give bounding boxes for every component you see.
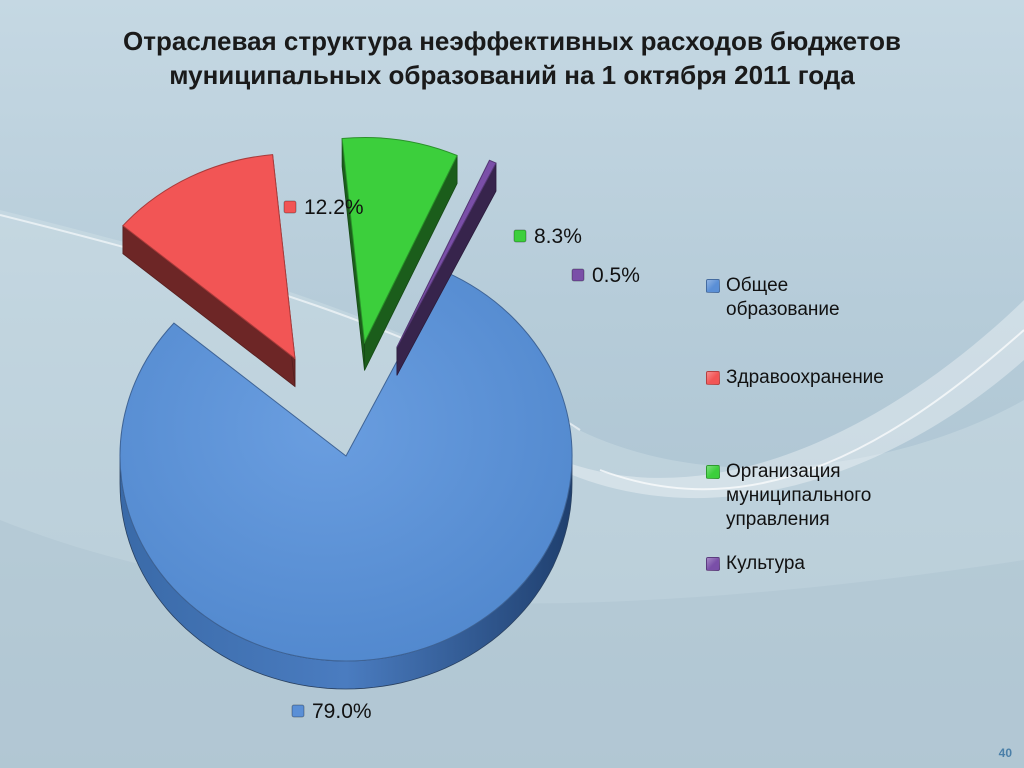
legend-label: Здравоохранение (726, 367, 884, 388)
data-label-text: 12.2% (304, 196, 364, 219)
pie-slice-healthcare (122, 154, 296, 388)
page-number: 40 (998, 746, 1012, 760)
data-label-swatch (291, 704, 305, 718)
legend-item-municipal-administration: Организация муниципального управления (706, 460, 871, 532)
pie-slice-culture (396, 159, 497, 376)
legend-label: Культура (726, 553, 805, 574)
data-label-text: 79.0% (312, 700, 372, 723)
legend-item-general-education: Общее образование (706, 274, 840, 322)
legend-item-culture: Культура (706, 552, 805, 576)
pie-slice-municipal-administration (341, 136, 458, 371)
legend-swatch (706, 279, 720, 293)
legend-swatch (706, 557, 720, 571)
legend-swatch (706, 465, 720, 479)
data-label-culture: 0.5% (571, 264, 640, 287)
legend-item-healthcare: Здравоохранение (706, 366, 884, 390)
data-label-swatch (571, 268, 585, 282)
data-label-text: 0.5% (592, 264, 640, 287)
data-label-municipal-administration: 8.3% (513, 225, 582, 248)
data-label-swatch (283, 200, 297, 214)
data-label-swatch (513, 229, 527, 243)
data-label-general-education: 79.0% (291, 700, 372, 723)
chart-title: Отраслевая структура неэффективных расхо… (40, 24, 984, 92)
legend-swatch (706, 371, 720, 385)
pie-slice-general-education (119, 271, 573, 690)
data-label-healthcare: 12.2% (283, 196, 364, 219)
data-label-text: 8.3% (534, 225, 582, 248)
chart-title-line1: Отраслевая структура неэффективных расхо… (123, 26, 901, 56)
chart-title-line2: муниципальных образований на 1 октября 2… (169, 60, 855, 90)
legend-label: Организация муниципального управления (726, 461, 872, 530)
legend-label: Общее образование (726, 275, 840, 320)
